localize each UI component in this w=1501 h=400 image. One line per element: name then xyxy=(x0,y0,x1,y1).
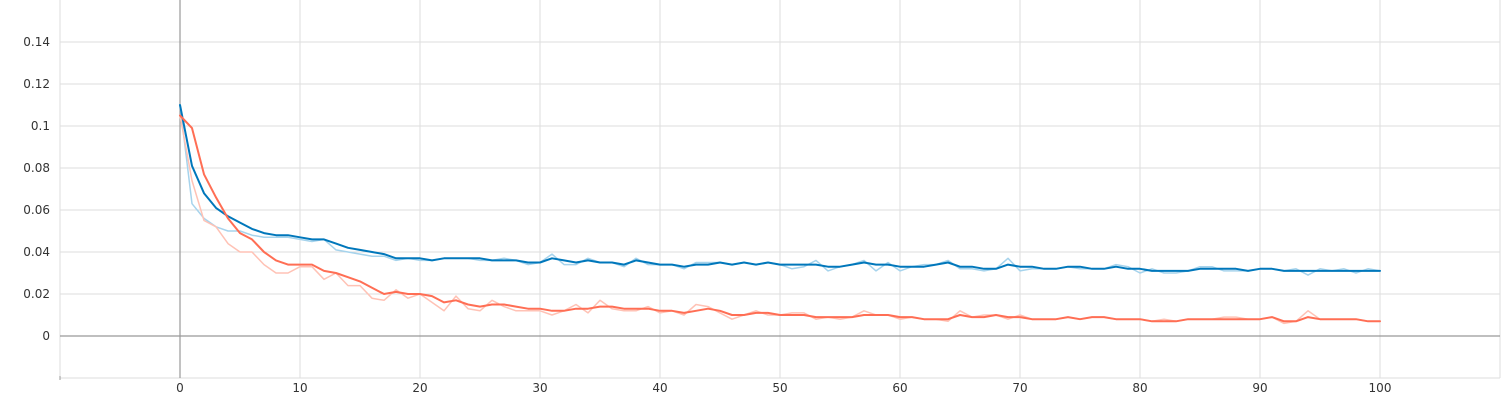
series-lines xyxy=(179,104,1381,325)
x-tick-label: 100 xyxy=(1369,381,1392,395)
x-tick-label: 30 xyxy=(532,381,547,395)
blue-smoothed-line xyxy=(179,104,1381,272)
x-tick-label: 0 xyxy=(176,381,184,395)
x-tick-label: 10 xyxy=(292,381,307,395)
x-tick-label: 80 xyxy=(1132,381,1147,395)
x-tick-labels: 0 10 20 30 40 50 60 70 80 90 100 xyxy=(176,381,1391,395)
x-tick-label: 40 xyxy=(652,381,667,395)
vertical-gridlines xyxy=(299,0,1381,378)
y-tick-label: 0.1 xyxy=(31,119,50,133)
orange-smoothed-line xyxy=(179,114,1381,323)
y-tick-label: 0.12 xyxy=(23,77,50,91)
x-tick-label: 20 xyxy=(412,381,427,395)
y-tick-label: 0.08 xyxy=(23,161,50,175)
x-tick-label: 50 xyxy=(772,381,787,395)
y-tick-label: 0.14 xyxy=(23,35,50,49)
horizontal-gridlines xyxy=(60,41,1500,295)
zero-axes xyxy=(59,0,1500,380)
y-tick-labels: 0 0.02 0.04 0.06 0.08 0.1 0.12 0.14 xyxy=(23,35,50,343)
x-tick-label: 90 xyxy=(1252,381,1267,395)
x-tick-label: 70 xyxy=(1012,381,1027,395)
y-tick-label: 0 xyxy=(42,329,50,343)
y-tick-label: 0.02 xyxy=(23,287,50,301)
y-tick-label: 0.04 xyxy=(23,245,50,259)
x-tick-label: 60 xyxy=(892,381,907,395)
y-tick-label: 0.06 xyxy=(23,203,50,217)
